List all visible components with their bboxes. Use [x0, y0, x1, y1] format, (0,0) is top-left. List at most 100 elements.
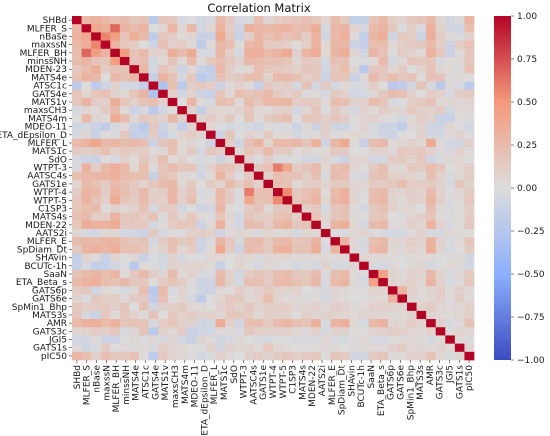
heatmap-cell [110, 147, 121, 156]
heatmap-cell [273, 343, 283, 353]
heatmap-cell [387, 56, 398, 66]
heatmap-cell [454, 294, 465, 304]
heatmap-cell [273, 245, 283, 254]
heatmap-cell [148, 196, 159, 205]
heatmap-cell [158, 294, 169, 304]
heatmap-cell [206, 81, 216, 91]
heatmap-cell [340, 253, 350, 263]
heatmap-cell [397, 237, 408, 246]
heatmap-cell [139, 155, 149, 164]
x-tick-label: MATS4e [132, 365, 142, 401]
heatmap-cell [292, 97, 303, 107]
heatmap-cell [320, 302, 331, 312]
heatmap-cell [91, 179, 102, 189]
heatmap-cell [158, 65, 169, 74]
heatmap-cell [359, 179, 370, 189]
heatmap-cell [282, 294, 293, 304]
y-tick-label: MLFER_BH [20, 49, 67, 59]
heatmap-cell [139, 138, 149, 148]
heatmap-cell [368, 138, 379, 148]
heatmap-cell [72, 106, 82, 115]
x-tick-label: GATS1e [259, 365, 269, 400]
heatmap-cell [177, 171, 188, 181]
heatmap-cell [139, 278, 149, 287]
heatmap-cell [148, 188, 159, 197]
heatmap-cell [301, 56, 312, 66]
heatmap-cell [445, 188, 456, 197]
heatmap-cell [244, 81, 255, 91]
heatmap-cell [330, 335, 341, 344]
heatmap-cell [119, 286, 130, 295]
heatmap-cell [454, 138, 465, 148]
heatmap-cell [464, 155, 475, 164]
heatmap-cell [148, 261, 159, 271]
heatmap-cell [148, 327, 159, 336]
heatmap-cell [387, 286, 398, 295]
heatmap-cell [301, 286, 312, 295]
heatmap-cell [186, 97, 197, 107]
heatmap-cell [445, 196, 456, 205]
heatmap-cell [167, 122, 178, 132]
heatmap-cell [206, 188, 216, 197]
heatmap-cell [445, 138, 456, 148]
heatmap-cell [253, 155, 264, 164]
y-tick-label: MATS1c [32, 147, 67, 157]
heatmap-cell [330, 196, 341, 205]
heatmap-cell [301, 179, 312, 189]
x-tick-label: SpDiam_Dt [338, 365, 348, 416]
heatmap-cell [186, 48, 197, 58]
heatmap-cell [196, 138, 207, 148]
heatmap-cell [234, 302, 245, 312]
heatmap-cell [387, 294, 398, 304]
heatmap-cell [320, 351, 331, 361]
heatmap-cell [368, 147, 379, 156]
heatmap-cell [273, 16, 283, 25]
colorbar-tick-label: 1.00 [517, 12, 537, 22]
heatmap-cell [91, 269, 102, 279]
heatmap-cell [340, 179, 350, 189]
heatmap-cell [225, 155, 236, 164]
heatmap-cell [81, 179, 92, 189]
heatmap-cell [435, 48, 446, 58]
heatmap-cell [234, 343, 245, 353]
heatmap-cell [282, 261, 293, 271]
heatmap-cell [311, 294, 322, 304]
heatmap-cell [378, 261, 389, 271]
heatmap-cell [464, 212, 475, 222]
heatmap-cell [177, 294, 188, 304]
heatmap-cell [110, 89, 121, 99]
heatmap-cell [244, 196, 255, 205]
heatmap-cell [407, 212, 417, 222]
heatmap-cell [340, 212, 350, 222]
heatmap-cell [378, 155, 389, 164]
heatmap-cell [320, 327, 331, 336]
heatmap-cell [292, 335, 303, 344]
x-tick-label: ETA_dEpsilon_D [200, 365, 210, 436]
heatmap-cell [225, 97, 236, 107]
heatmap-cell [158, 220, 169, 230]
heatmap-cell [253, 253, 264, 263]
heatmap-cell [426, 16, 437, 25]
heatmap-cell [100, 212, 111, 222]
heatmap-cell [215, 245, 226, 254]
heatmap-cell [263, 269, 274, 279]
heatmap-cell [139, 16, 149, 25]
heatmap-cell [72, 24, 82, 33]
heatmap-cell [387, 310, 398, 320]
heatmap-cell [215, 319, 226, 328]
heatmap-cell [139, 122, 149, 132]
heatmap-cell [100, 163, 111, 172]
y-tick-label: GATS3c [33, 327, 67, 337]
heatmap-cell [263, 302, 274, 312]
heatmap-cell [301, 114, 312, 123]
heatmap-cell [435, 294, 446, 304]
heatmap-cell [234, 269, 245, 279]
heatmap-cell [206, 196, 216, 205]
heatmap-cell [129, 65, 140, 74]
heatmap-cell [110, 327, 121, 336]
heatmap-cell [292, 138, 303, 148]
heatmap-cell [426, 97, 437, 107]
heatmap-cell [301, 171, 312, 181]
heatmap-cell [81, 81, 92, 91]
heatmap-cell [311, 106, 322, 115]
